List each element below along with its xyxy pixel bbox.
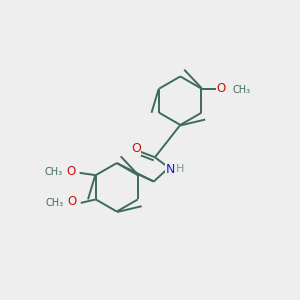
Text: N: N xyxy=(166,163,175,176)
Text: O: O xyxy=(66,165,76,178)
Text: O: O xyxy=(131,142,141,155)
Text: CH₃: CH₃ xyxy=(45,198,63,208)
Text: O: O xyxy=(68,196,76,208)
Text: H: H xyxy=(176,164,184,174)
Text: CH₃: CH₃ xyxy=(44,167,62,177)
Text: CH₃: CH₃ xyxy=(232,85,250,95)
Text: O: O xyxy=(217,82,226,94)
